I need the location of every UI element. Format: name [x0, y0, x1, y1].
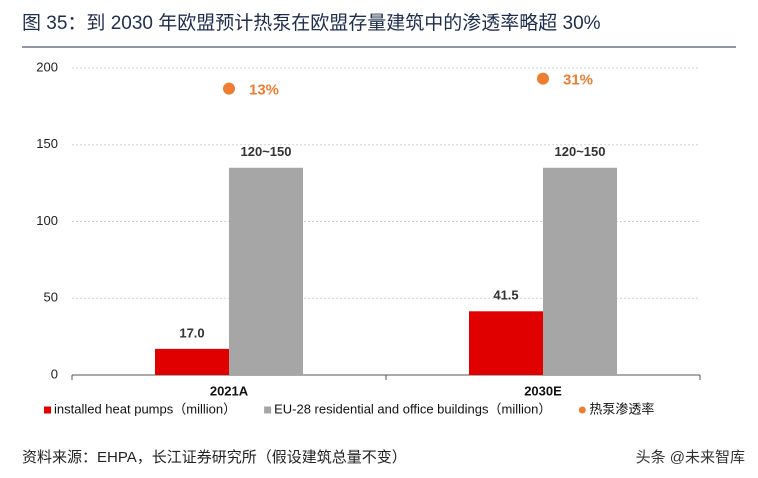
data-label: 13% — [249, 82, 279, 99]
legend-swatch — [44, 406, 51, 414]
bar — [229, 167, 303, 375]
legend-label: EU-28 residential and office buildings（m… — [274, 401, 551, 416]
bar — [155, 348, 229, 375]
bar — [469, 311, 543, 375]
data-label: 120~150 — [555, 144, 606, 159]
y-tick-label: 50 — [44, 290, 58, 305]
y-tick-label: 200 — [36, 59, 58, 74]
data-label: 31% — [563, 72, 593, 89]
y-tick-label: 150 — [36, 136, 58, 151]
data-label: 120~150 — [241, 144, 292, 159]
legend-label: installed heat pumps（million） — [54, 401, 236, 416]
watermark: 头条 @未来智库 — [636, 448, 745, 466]
chart-title: 图 35：到 2030 年欧盟预计热泵在欧盟存量建筑中的渗透率略超 30% — [22, 12, 601, 34]
data-label: 41.5 — [493, 288, 518, 303]
x-tick-label: 2021A — [210, 383, 249, 398]
source-note: 资料来源：EHPA，长江证券研究所（假设建筑总量不变） — [22, 449, 407, 466]
legend-swatch — [578, 406, 586, 414]
penetration-dot — [223, 82, 235, 95]
bar — [543, 167, 617, 375]
legend-swatch — [264, 406, 272, 414]
penetration-dot — [537, 72, 549, 85]
y-tick-label: 0 — [51, 366, 58, 381]
x-tick-label: 2030E — [524, 383, 562, 398]
data-label: 17.0 — [179, 325, 204, 340]
legend-label: 热泵渗透率 — [589, 401, 654, 416]
y-tick-label: 100 — [36, 213, 58, 228]
